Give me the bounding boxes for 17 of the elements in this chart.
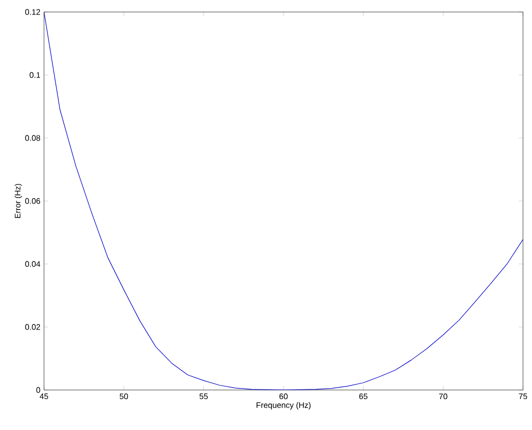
y-axis-title: Error (Hz) [14, 184, 22, 218]
x-tick-label: 75 [518, 394, 528, 400]
y-tick-label: 0.08 [25, 135, 40, 141]
y-tick-label: 0.12 [25, 9, 40, 15]
x-tick-label: 55 [200, 394, 208, 400]
x-tick-label: 50 [120, 394, 128, 400]
y-tick-label: 0.04 [25, 261, 40, 267]
x-tick-label: 60 [279, 394, 288, 400]
x-tick-label: 45 [40, 394, 48, 400]
y-tick-label: 0.06 [25, 198, 40, 204]
y-tick-label: 0.02 [25, 324, 40, 330]
x-tick-label: 70 [439, 394, 448, 400]
x-tick-label: 65 [359, 394, 368, 400]
y-tick-label: 0 [36, 387, 40, 393]
y-tick-label: 0.1 [30, 72, 40, 78]
line-series [44, 12, 523, 390]
x-axis-title: Frequency (Hz) [256, 402, 311, 410]
